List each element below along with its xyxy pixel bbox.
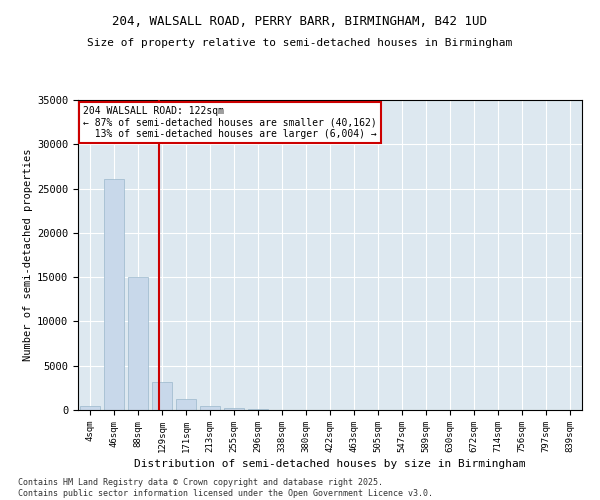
Bar: [80, 406, 100, 410]
Text: Size of property relative to semi-detached houses in Birmingham: Size of property relative to semi-detach…: [88, 38, 512, 48]
Bar: [176, 400, 196, 410]
Text: 204, WALSALL ROAD, PERRY BARR, BIRMINGHAM, B42 1UD: 204, WALSALL ROAD, PERRY BARR, BIRMINGHA…: [113, 15, 487, 28]
X-axis label: Distribution of semi-detached houses by size in Birmingham: Distribution of semi-detached houses by …: [134, 459, 526, 469]
Bar: [128, 277, 148, 410]
Text: 204 WALSALL ROAD: 122sqm
← 87% of semi-detached houses are smaller (40,162)
  13: 204 WALSALL ROAD: 122sqm ← 87% of semi-d…: [83, 106, 377, 140]
Bar: [152, 382, 172, 410]
Y-axis label: Number of semi-detached properties: Number of semi-detached properties: [23, 149, 33, 361]
Bar: [104, 179, 124, 410]
Text: Contains HM Land Registry data © Crown copyright and database right 2025.
Contai: Contains HM Land Registry data © Crown c…: [18, 478, 433, 498]
Bar: [200, 406, 220, 410]
Bar: [224, 408, 244, 410]
